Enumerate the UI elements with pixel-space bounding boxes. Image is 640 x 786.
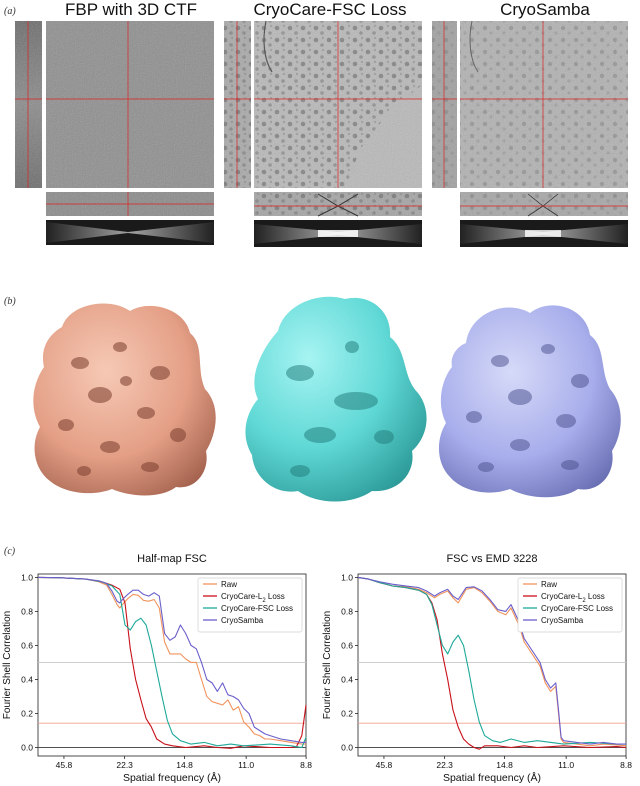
series-line-3 (357, 576, 626, 745)
cryosamba-yz-slice (460, 192, 628, 217)
panel-a-label: (a) (4, 6, 16, 17)
cryocare-xz-side-view (224, 21, 251, 188)
half-map-fsc-chart: Half-map FSC 0.0 0.2 0.4 0.6 0.8 1.0 45.8 22.3 14… (2, 553, 312, 784)
raw-density-map (33, 303, 216, 496)
density-maps (33, 296, 621, 502)
x-tick-label: 45.8 (56, 760, 73, 770)
fbp-xy-slice (46, 21, 214, 188)
x-axis-label: Spatial frequency (Å) (123, 771, 221, 784)
y-tick-label: 0.4 (341, 674, 353, 684)
cryosamba-power-spectrum (460, 220, 628, 247)
y-tick-label: 0.0 (21, 742, 33, 752)
y-tick-label: 1.0 (21, 572, 33, 582)
y-tick-label: 0.8 (341, 606, 353, 616)
series-line-0 (357, 576, 627, 747)
y-axis-label: Fourier Shell Correlation (2, 611, 13, 719)
y-tick-label: 0.4 (21, 674, 33, 684)
cryosamba-xz-side-view (432, 21, 457, 188)
x-tick-label: 11.0 (558, 760, 574, 770)
x-tick-label: 14.8 (496, 760, 513, 770)
tomogram-views (15, 20, 628, 247)
legend-label-3: CryoSamba (221, 616, 264, 625)
y-tick-label: 0.8 (21, 606, 33, 616)
x-axis-label: Spatial frequency (Å) (443, 771, 541, 784)
y-tick-label: 1.0 (341, 572, 353, 582)
x-tick-label: 45.8 (376, 760, 393, 770)
fbp-xz-side-view (15, 21, 42, 188)
legend-label-2: CryoCare-FSC Loss (541, 604, 613, 613)
cryocare-fsc-density-map (245, 296, 427, 502)
legend-label-2: CryoCare-FSC Loss (221, 604, 293, 613)
legend-label-3: CryoSamba (541, 616, 584, 625)
x-tick-label: 22.3 (116, 760, 133, 770)
column-title-fbp: FBP with 3D CTF (65, 0, 197, 19)
series-line-0 (37, 576, 306, 745)
series-line-3 (37, 576, 306, 743)
fbp-power-spectrum (46, 220, 214, 245)
cryosamba-density-map (438, 305, 621, 498)
legend-label-0: Raw (221, 580, 237, 589)
legend-box (517, 577, 623, 633)
y-tick-label: 0.0 (341, 742, 353, 752)
cryocare-power-spectrum (254, 220, 422, 247)
x-tick-label: 22.3 (436, 760, 453, 770)
y-tick-label: 0.6 (341, 640, 353, 650)
column-title-cryocare-fsc: CryoCare-FSC Loss (253, 0, 407, 19)
x-tick-label: 14.8 (176, 760, 193, 770)
y-tick-label: 0.6 (21, 640, 33, 650)
cryocare-xy-slice (254, 20, 422, 188)
series-line-2 (357, 576, 626, 745)
chart-title: Half-map FSC (137, 553, 207, 565)
y-axis-label: Fourier Shell Correlation (322, 611, 333, 719)
legend-box (197, 577, 303, 633)
panel-c-label: (c) (4, 546, 16, 557)
legend-label-0: Raw (541, 580, 557, 589)
x-tick-label: 8.8 (300, 760, 312, 770)
chart-title: FSC vs EMD 3228 (446, 553, 537, 565)
fbp-yz-slice (46, 192, 214, 216)
y-tick-label: 0.2 (341, 708, 353, 718)
panel-b-label: (b) (4, 296, 16, 307)
column-title-cryosamba: CryoSamba (500, 0, 590, 19)
series-line-1 (37, 576, 307, 749)
y-tick-label: 0.2 (21, 708, 33, 718)
cryosamba-xy-slice (460, 20, 628, 188)
x-tick-label: 8.8 (620, 760, 632, 770)
x-tick-label: 11.0 (238, 760, 254, 770)
fsc-vs-emd-chart: FSC vs EMD 3228 0.0 0.2 0.4 0.6 0.8 1.0 45.8 22.… (322, 553, 632, 784)
series-line-2 (37, 576, 307, 749)
cryocare-yz-slice (254, 192, 422, 217)
